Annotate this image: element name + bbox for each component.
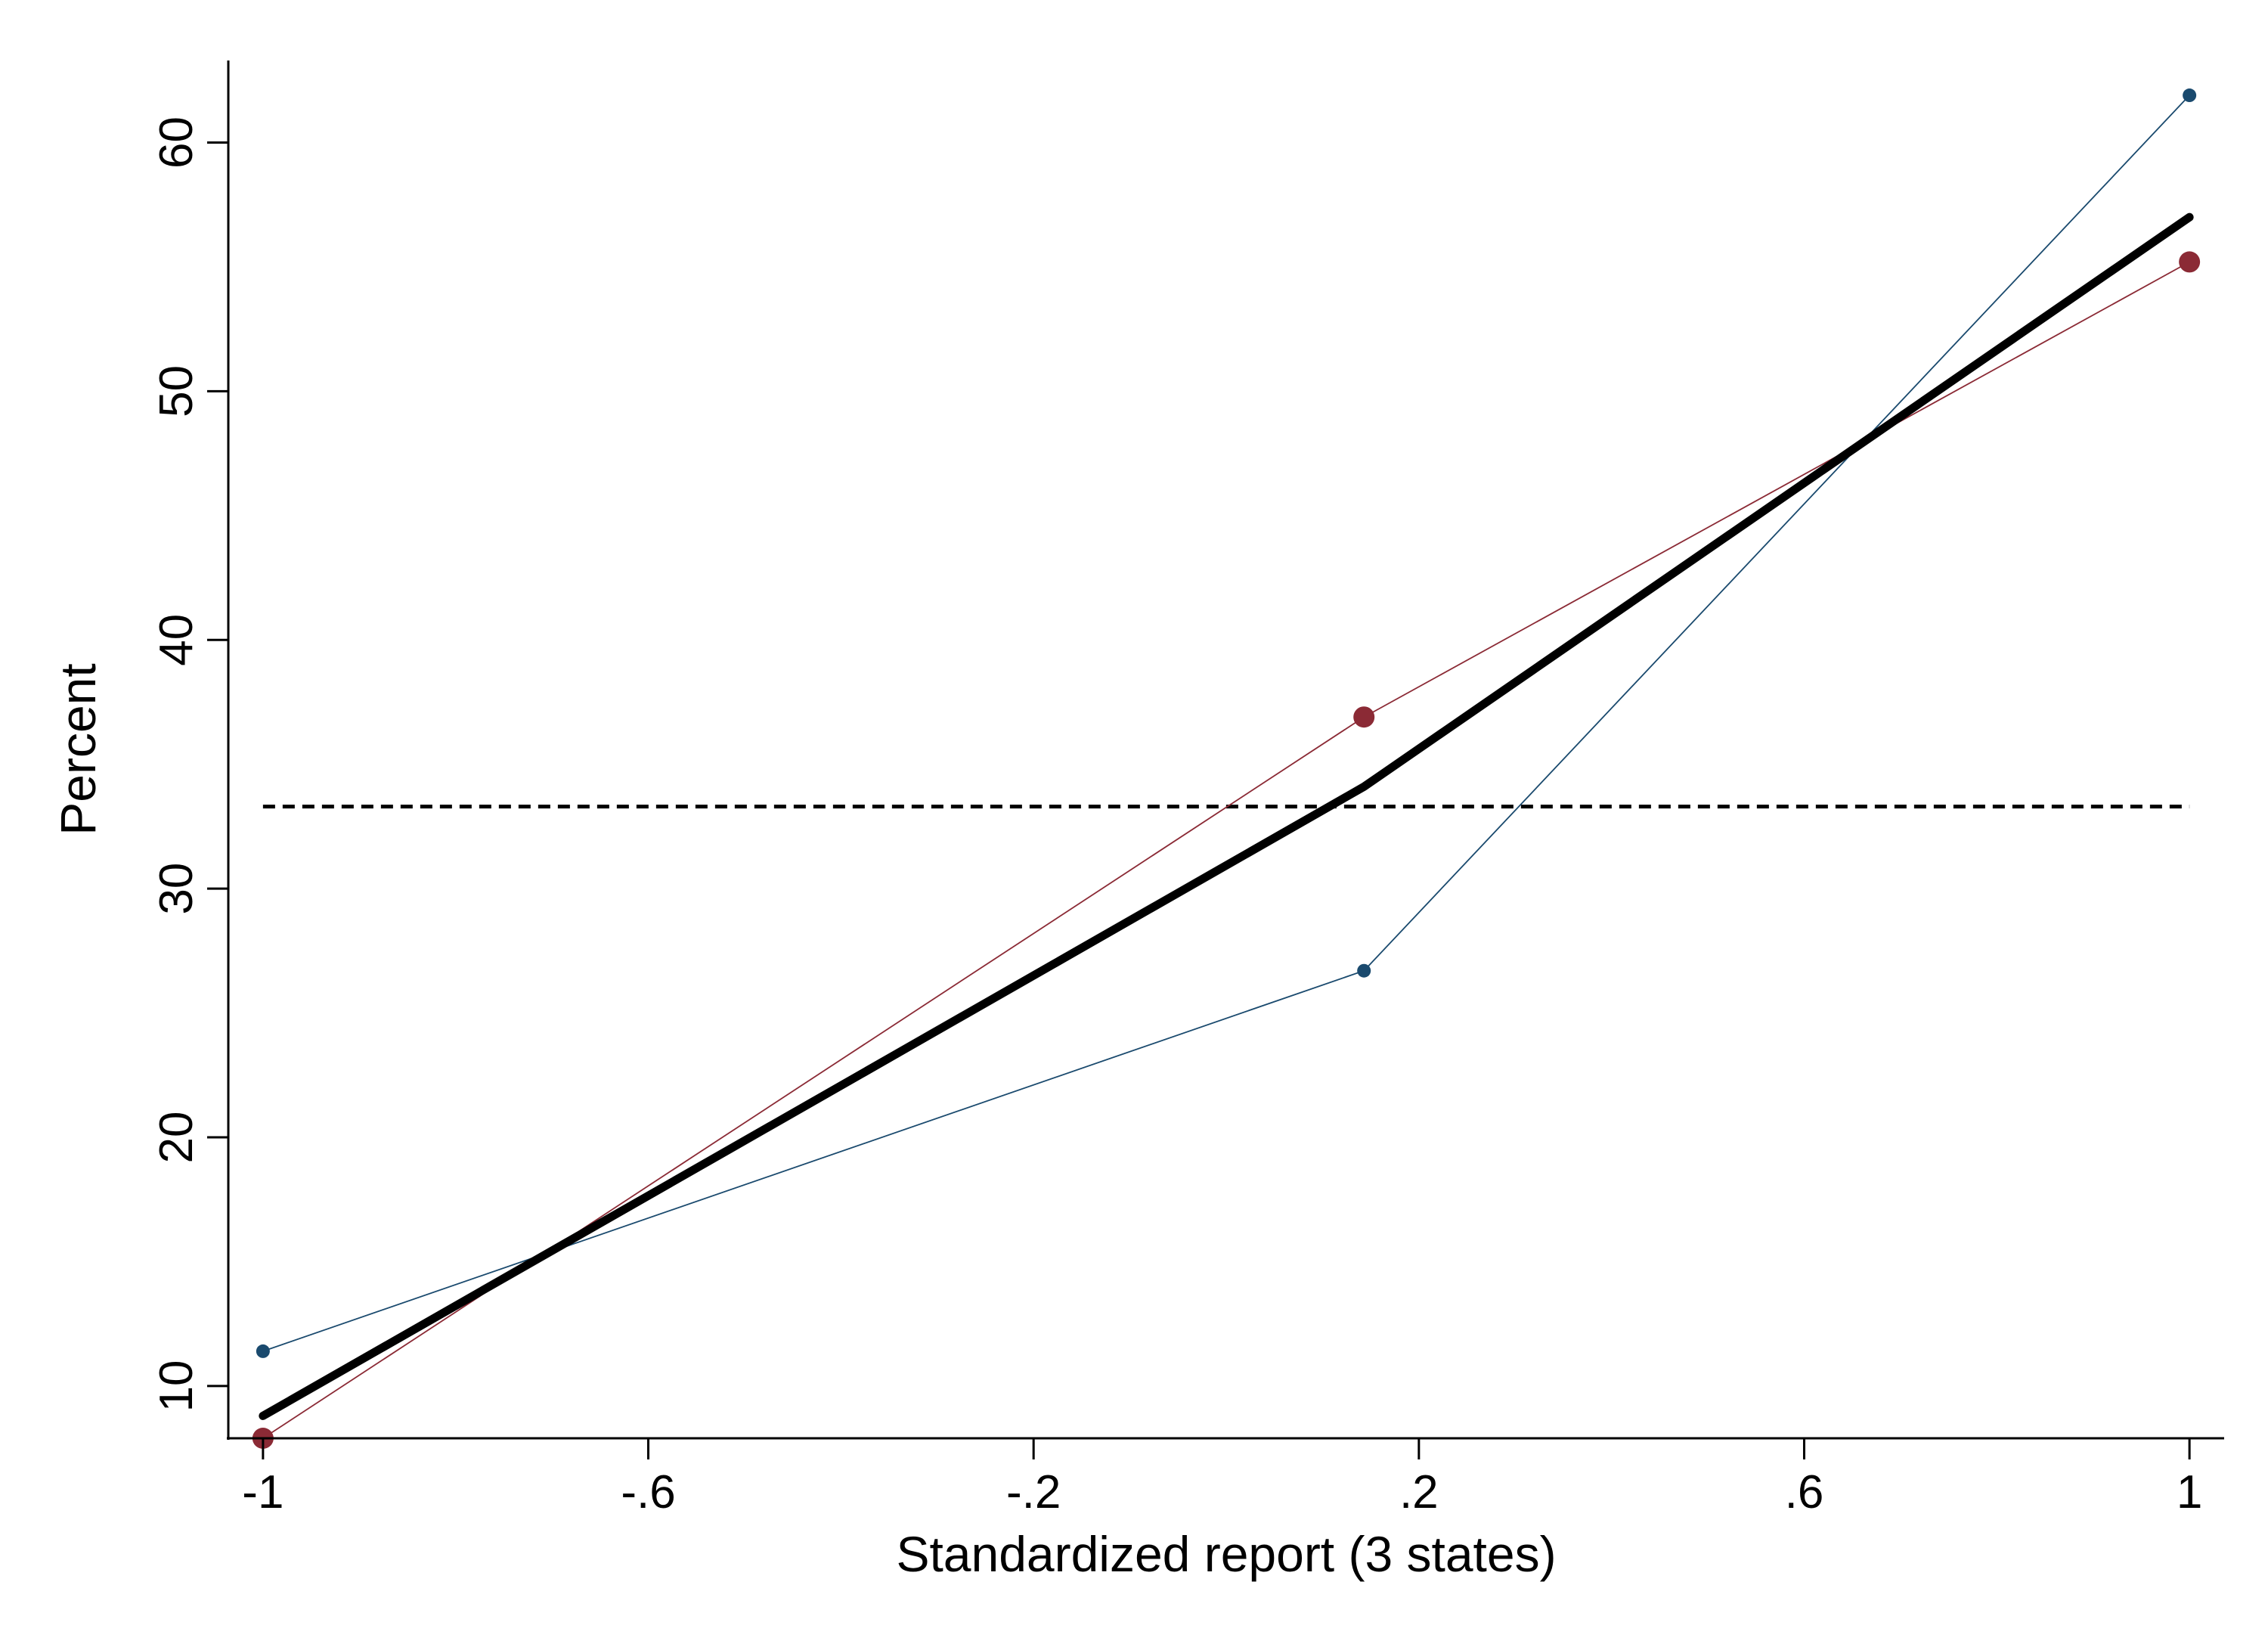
axes: -1 -.6 -.2 .2 .6 1 10 20 30 40 50 60 xyxy=(150,60,2224,1518)
x-tick-label: 1 xyxy=(2177,1466,2202,1518)
y-tick-label: 60 xyxy=(150,116,203,169)
x-tick-label: .2 xyxy=(1399,1466,1439,1518)
series-2-line xyxy=(259,212,2194,1420)
series-1-point xyxy=(1353,706,1375,728)
series-1-point xyxy=(2179,251,2201,273)
y-tick-label: 20 xyxy=(150,1112,203,1164)
y-tick-label: 10 xyxy=(150,1360,203,1412)
y-axis-title: Percent xyxy=(50,663,106,835)
series-0-point xyxy=(2183,88,2197,103)
y-tick-label: 50 xyxy=(150,365,203,417)
x-tick-label: -1 xyxy=(242,1466,284,1518)
x-axis-title: Standardized report (3 states) xyxy=(896,1526,1556,1582)
x-tick-label: -.6 xyxy=(621,1466,675,1518)
y-tick-label: 40 xyxy=(150,614,203,666)
series-0-point xyxy=(1357,963,1371,978)
plot-area xyxy=(252,88,2201,1449)
y-tick-label: 30 xyxy=(150,863,203,915)
x-tick-label: .6 xyxy=(1785,1466,1824,1518)
series-0-point xyxy=(256,1344,270,1358)
x-tick-label: -.2 xyxy=(1006,1466,1061,1518)
